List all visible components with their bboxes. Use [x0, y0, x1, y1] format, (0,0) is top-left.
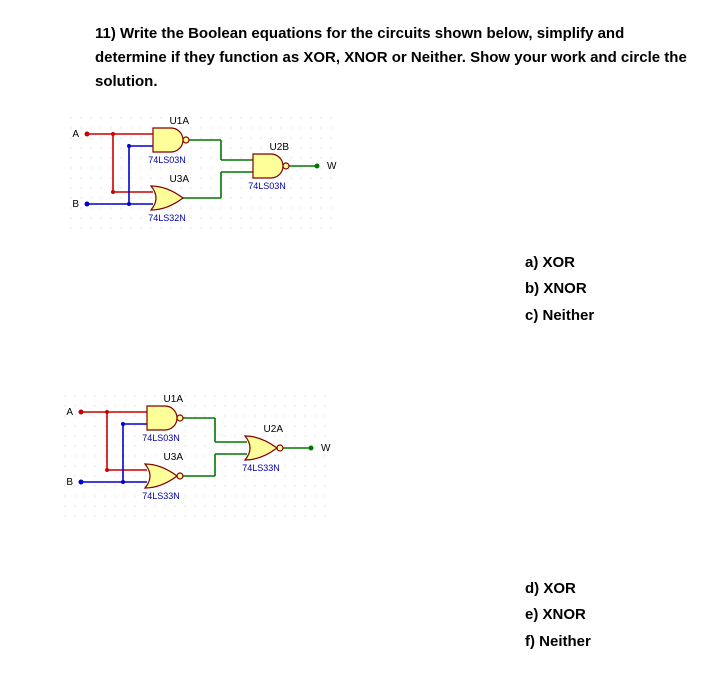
svg-text:U2B: U2B	[270, 142, 290, 153]
circuit-1: A B W U1A U3A U2B 74LS03N 74LS32N 74LS03N	[63, 110, 341, 230]
option-item: d) XOR	[525, 576, 591, 602]
svg-text:U3A: U3A	[170, 174, 190, 185]
svg-text:U1A: U1A	[170, 116, 190, 127]
option-item: b) XNOR	[525, 276, 594, 302]
options-1: a) XORb) XNORc) Neither	[525, 250, 594, 329]
option-item: e) XNOR	[525, 602, 591, 628]
svg-text:U2A: U2A	[264, 424, 284, 435]
option-item: a) XOR	[525, 250, 594, 276]
svg-text:W: W	[321, 443, 331, 454]
circuit-2: A B W U1A U3A U2A 74LS03N 74LS33N 74LS33N	[57, 388, 335, 518]
svg-text:74LS03N: 74LS03N	[142, 433, 180, 443]
svg-text:74LS03N: 74LS03N	[248, 181, 286, 191]
option-item: c) Neither	[525, 303, 594, 329]
svg-text:U1A: U1A	[164, 394, 184, 405]
option-item: f) Neither	[525, 629, 591, 655]
svg-text:U3A: U3A	[164, 452, 184, 463]
question-text: 11) Write the Boolean equations for the …	[95, 22, 695, 94]
options-2: d) XORe) XNORf) Neither	[525, 576, 591, 655]
svg-text:B: B	[66, 477, 73, 488]
svg-text:A: A	[72, 129, 79, 140]
svg-text:74LS33N: 74LS33N	[242, 463, 280, 473]
svg-text:74LS32N: 74LS32N	[148, 213, 186, 223]
svg-text:74LS03N: 74LS03N	[148, 155, 186, 165]
svg-text:A: A	[66, 407, 73, 418]
svg-text:B: B	[72, 199, 79, 210]
svg-text:W: W	[327, 161, 337, 172]
svg-text:74LS33N: 74LS33N	[142, 491, 180, 501]
